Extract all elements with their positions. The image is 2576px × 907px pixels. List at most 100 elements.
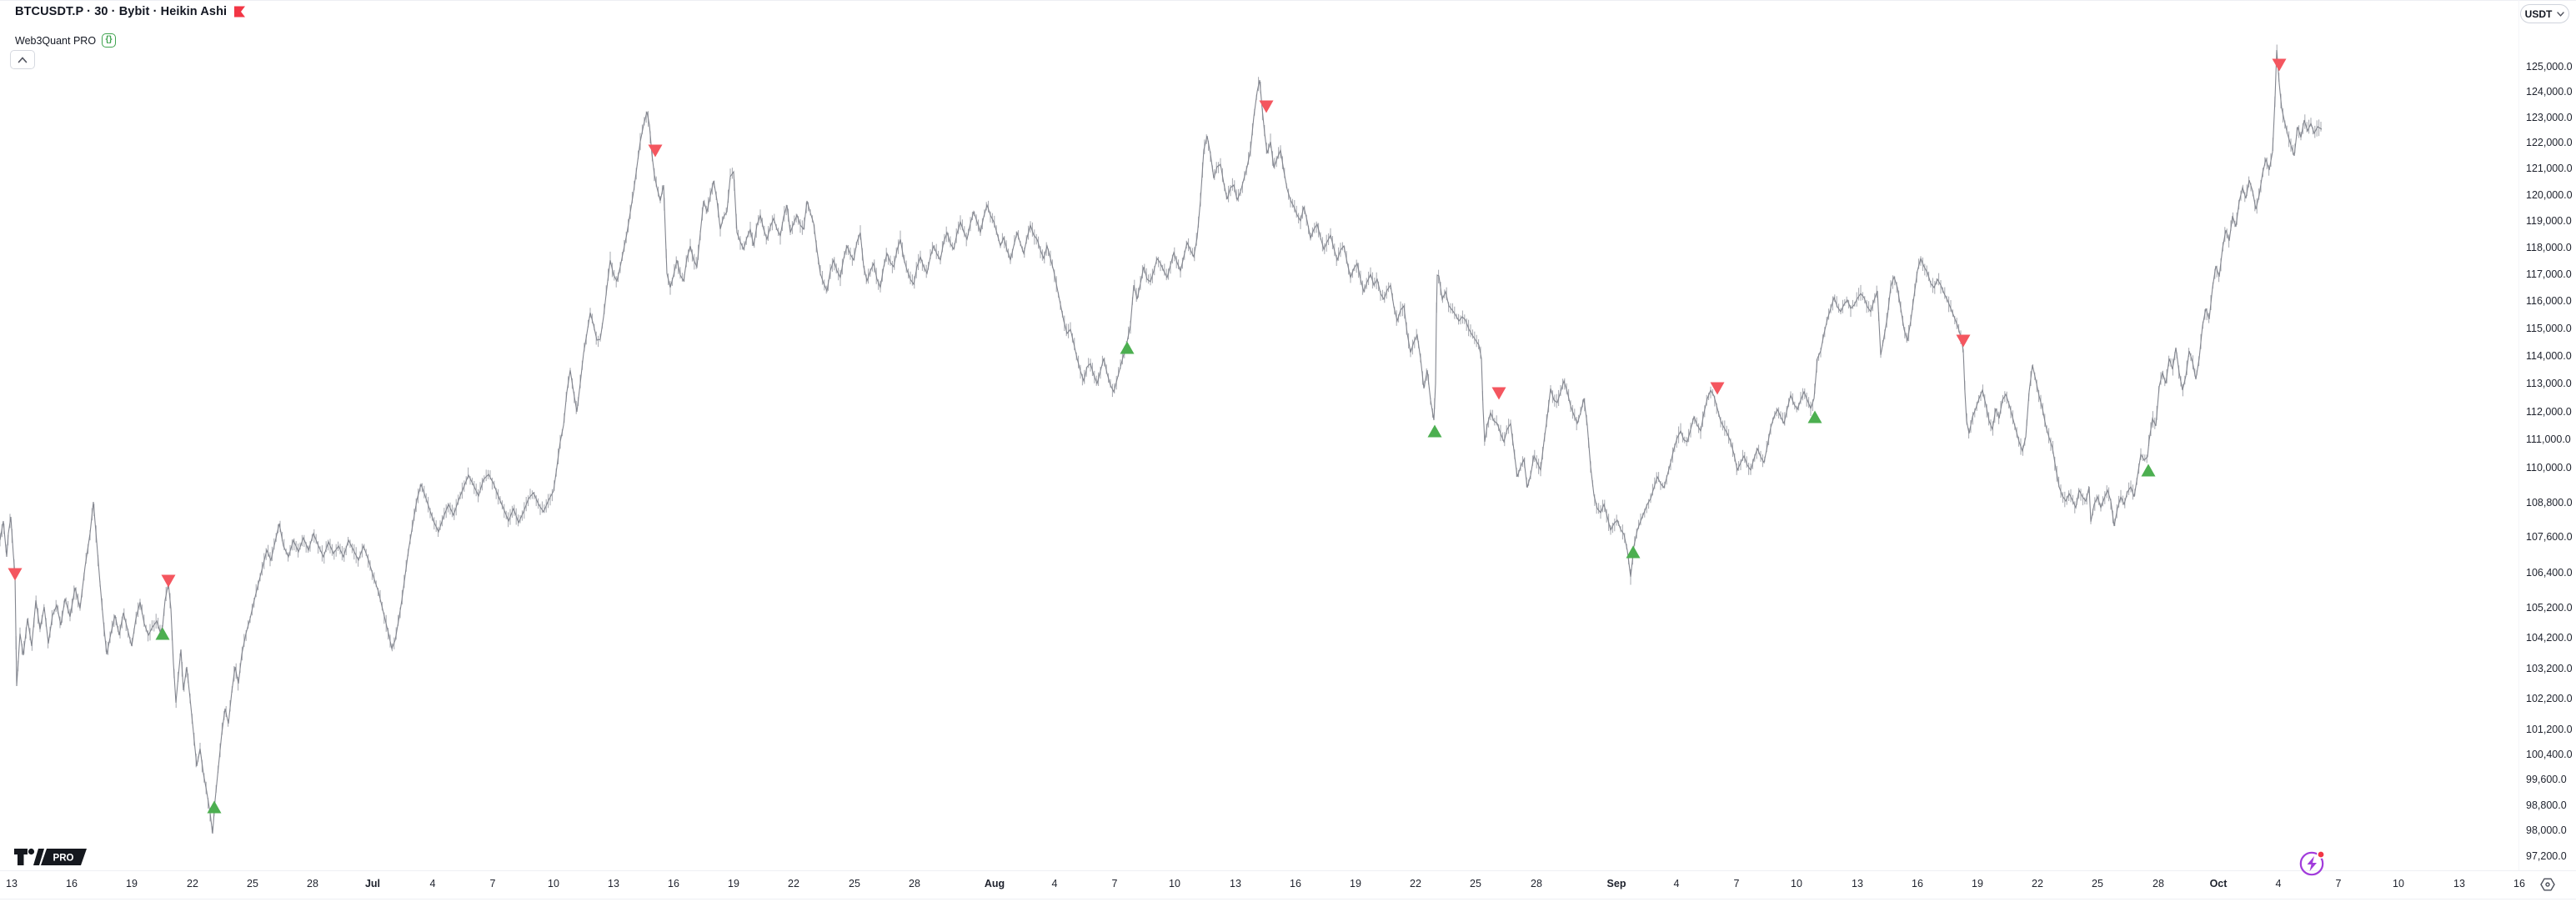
price-tick-label: 98,000.0 <box>2526 824 2567 837</box>
buy-signal-marker[interactable] <box>2141 464 2156 477</box>
time-tick-label: 28 <box>307 878 318 889</box>
time-tick-label: 22 <box>2032 878 2043 889</box>
buy-signal-marker[interactable] <box>1807 410 1822 423</box>
pro-badge[interactable] <box>41 849 87 865</box>
price-tick-label: 108,800.0 <box>2526 496 2573 509</box>
buy-signal-marker[interactable] <box>1120 341 1135 354</box>
price-tick-label: 112,000.0 <box>2526 405 2572 418</box>
buy-signal-marker[interactable] <box>207 800 222 814</box>
time-tick-label: 10 <box>1169 878 1180 889</box>
time-tick-label: 19 <box>1972 878 1983 889</box>
time-tick-label: 25 <box>2092 878 2103 889</box>
price-axis[interactable]: 125,000.0 124,000.0 123,000.0 122,000.0 121,… <box>2519 0 2576 870</box>
time-tick-label: 19 <box>1350 878 1361 889</box>
time-tick-month-label: Sep <box>1606 878 1626 889</box>
price-tick-label: 114,000.0 <box>2526 349 2572 362</box>
time-tick-label: 22 <box>1410 878 1421 889</box>
price-bars <box>0 44 2322 833</box>
buy-signal-marker[interactable] <box>155 627 170 640</box>
time-tick-label: 28 <box>2153 878 2164 889</box>
price-tick-label: 120,000.0 <box>2526 188 2573 201</box>
price-tick-label: 100,400.0 <box>2526 749 2573 761</box>
price-tick-label: 111,000.0 <box>2526 433 2571 446</box>
price-tick-label: 106,400.0 <box>2526 566 2573 579</box>
tradingview-logo[interactable]: PRO <box>13 845 93 869</box>
sell-signal-marker[interactable] <box>8 568 23 581</box>
sell-signal-marker[interactable] <box>161 574 176 588</box>
chevron-down-icon <box>2557 11 2565 17</box>
indicator-name[interactable]: Web3Quant PRO <box>15 34 97 47</box>
price-tick-label: 125,000.0 <box>2526 61 2573 73</box>
price-axis-divider <box>2518 0 2519 870</box>
symbol-legend[interactable]: BTCUSDT.P · 30 · Bybit · Heikin Ashi <box>15 5 246 18</box>
time-tick-month-label: Jul <box>364 878 381 889</box>
time-tick-label: 7 <box>1733 878 1740 889</box>
top-divider <box>0 0 2576 1</box>
source-code-icon[interactable]: {} <box>102 33 117 48</box>
buy-signal-marker[interactable] <box>1427 424 1442 438</box>
time-tick-month-label: Aug <box>984 878 1005 889</box>
time-tick-label: 25 <box>849 878 860 889</box>
price-tick-label: 115,000.0 <box>2526 323 2572 334</box>
time-tick-label: 7 <box>2335 878 2342 889</box>
buy-signal-marker[interactable] <box>1626 545 1641 559</box>
lightning-icon <box>2307 856 2317 871</box>
axis-settings-gear-icon[interactable] <box>2539 876 2556 893</box>
sell-signal-marker[interactable] <box>648 144 663 158</box>
time-tick-label: 28 <box>1531 878 1542 889</box>
time-tick-label: 10 <box>1791 878 1802 889</box>
indicator-legend[interactable]: Web3Quant PRO {} <box>15 33 117 48</box>
price-tick-label: 110,000.0 <box>2526 462 2572 474</box>
price-tick-label: 122,000.0 <box>2526 137 2573 149</box>
price-tick-label: 124,000.0 <box>2526 86 2573 98</box>
sell-signal-marker[interactable] <box>1491 387 1506 400</box>
currency-dropdown[interactable]: USDT <box>2520 4 2569 23</box>
time-tick-label: 16 <box>2513 878 2525 889</box>
time-tick-label: 4 <box>2275 878 2282 889</box>
time-tick-label: 10 <box>2393 878 2404 889</box>
flag-icon[interactable] <box>234 6 246 18</box>
pro-badge-label: PRO <box>53 854 74 864</box>
time-tick-label: 13 <box>2453 878 2465 889</box>
time-tick-label: 19 <box>728 878 739 889</box>
time-tick-label: 16 <box>1912 878 1923 889</box>
price-tick-label: 98,800.0 <box>2526 799 2567 811</box>
price-tick-label: 117,000.0 <box>2526 268 2572 281</box>
time-tick-label: 16 <box>1290 878 1301 889</box>
time-tick-label: 13 <box>608 878 619 889</box>
sell-signal-marker[interactable] <box>1710 382 1725 395</box>
price-tick-label: 121,000.0 <box>2526 163 2573 175</box>
time-tick-label: 13 <box>1852 878 1863 889</box>
time-tick-label: 7 <box>1111 878 1118 889</box>
time-tick-label: 7 <box>489 878 496 889</box>
sell-signal-marker[interactable] <box>1259 100 1274 113</box>
symbol-title[interactable]: BTCUSDT.P · 30 · Bybit · Heikin Ashi <box>15 5 228 18</box>
time-tick-label: 4 <box>1673 878 1680 889</box>
time-tick-label: 13 <box>6 878 18 889</box>
sell-signal-marker[interactable] <box>2272 58 2287 72</box>
time-tick-label: 4 <box>1051 878 1058 889</box>
price-tick-label: 105,200.0 <box>2526 602 2573 614</box>
strategy-bot-button[interactable] <box>2296 847 2329 880</box>
price-tick-label: 103,200.0 <box>2526 662 2573 674</box>
time-axis[interactable]: 13 16 19 22 25 28 Jul 4 7 10 13 16 19 22 25 28 Aug 4 7 10 13… <box>0 870 2576 899</box>
time-tick-label: 25 <box>1470 878 1481 889</box>
price-tick-label: 99,600.0 <box>2526 774 2567 786</box>
legend-collapse-button[interactable] <box>10 50 35 69</box>
currency-label: USDT <box>2524 8 2553 20</box>
time-tick-label: 10 <box>548 878 559 889</box>
sell-signal-marker[interactable] <box>1956 334 1971 348</box>
price-tick-label: 123,000.0 <box>2526 111 2573 123</box>
time-tick-label: 25 <box>247 878 258 889</box>
price-line <box>0 49 2323 834</box>
time-tick-month-label: Oct <box>2209 878 2228 889</box>
price-tick-label: 102,200.0 <box>2526 693 2573 705</box>
time-tick-label: 19 <box>126 878 138 889</box>
price-tick-label: 116,000.0 <box>2526 295 2572 308</box>
time-tick-label: 28 <box>909 878 920 889</box>
price-tick-label: 101,200.0 <box>2526 724 2573 736</box>
price-tick-label: 113,000.0 <box>2526 378 2572 390</box>
time-tick-label: 4 <box>429 878 436 889</box>
time-tick-label: 22 <box>788 878 799 889</box>
